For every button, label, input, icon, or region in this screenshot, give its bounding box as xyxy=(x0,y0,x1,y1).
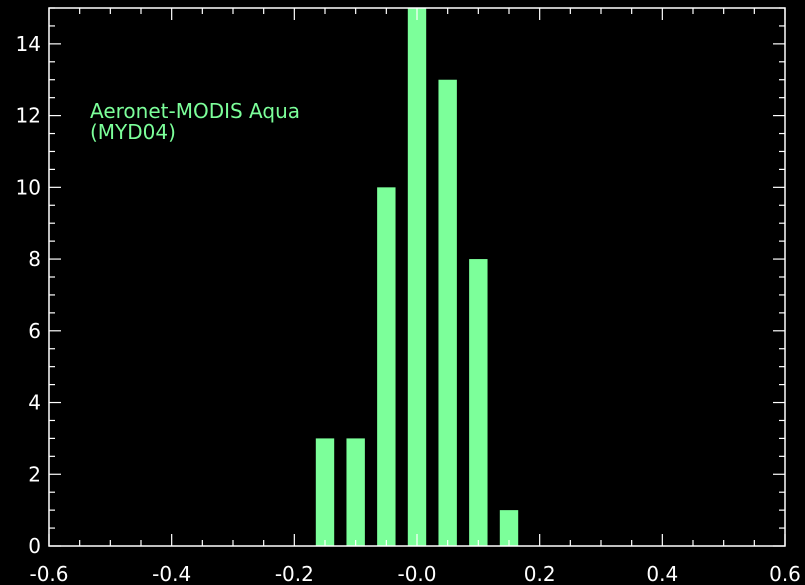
annotation-line-2: (MYD04) xyxy=(90,120,176,144)
y-tick-label: 14 xyxy=(16,32,41,56)
y-tick-label: 6 xyxy=(28,319,41,343)
y-tick-label: 10 xyxy=(16,175,41,199)
bar xyxy=(407,8,427,546)
y-tick-label: 0 xyxy=(28,534,41,558)
y-tick-label: 12 xyxy=(16,104,41,128)
y-tick-label: 8 xyxy=(28,247,41,271)
bar xyxy=(377,187,396,547)
bar xyxy=(346,438,365,546)
axes-group xyxy=(48,7,786,547)
x-tick-label: -0.4 xyxy=(152,562,191,585)
bar xyxy=(315,438,335,546)
x-tick-label: -0.0 xyxy=(397,562,436,585)
x-tick-label: -0.2 xyxy=(275,562,314,585)
x-tick-label: -0.6 xyxy=(29,562,68,585)
bar xyxy=(469,259,488,546)
y-tick-label: 2 xyxy=(28,462,41,486)
x-tick-label: 0.6 xyxy=(769,562,801,585)
annotation-line-1: Aeronet-MODIS Aqua xyxy=(90,99,300,123)
bar xyxy=(499,510,519,546)
y-tick-label: 4 xyxy=(28,391,41,415)
bars-group xyxy=(315,8,519,547)
bar xyxy=(438,79,457,546)
tick-labels-group: -0.6 -0.4 -0.2 -0.0 0.2 0.4 0.6 0 2 4 6 8 10 12 14 xyxy=(16,32,801,585)
x-tick-label: 0.4 xyxy=(646,562,678,585)
x-tick-label: 0.2 xyxy=(524,562,556,585)
